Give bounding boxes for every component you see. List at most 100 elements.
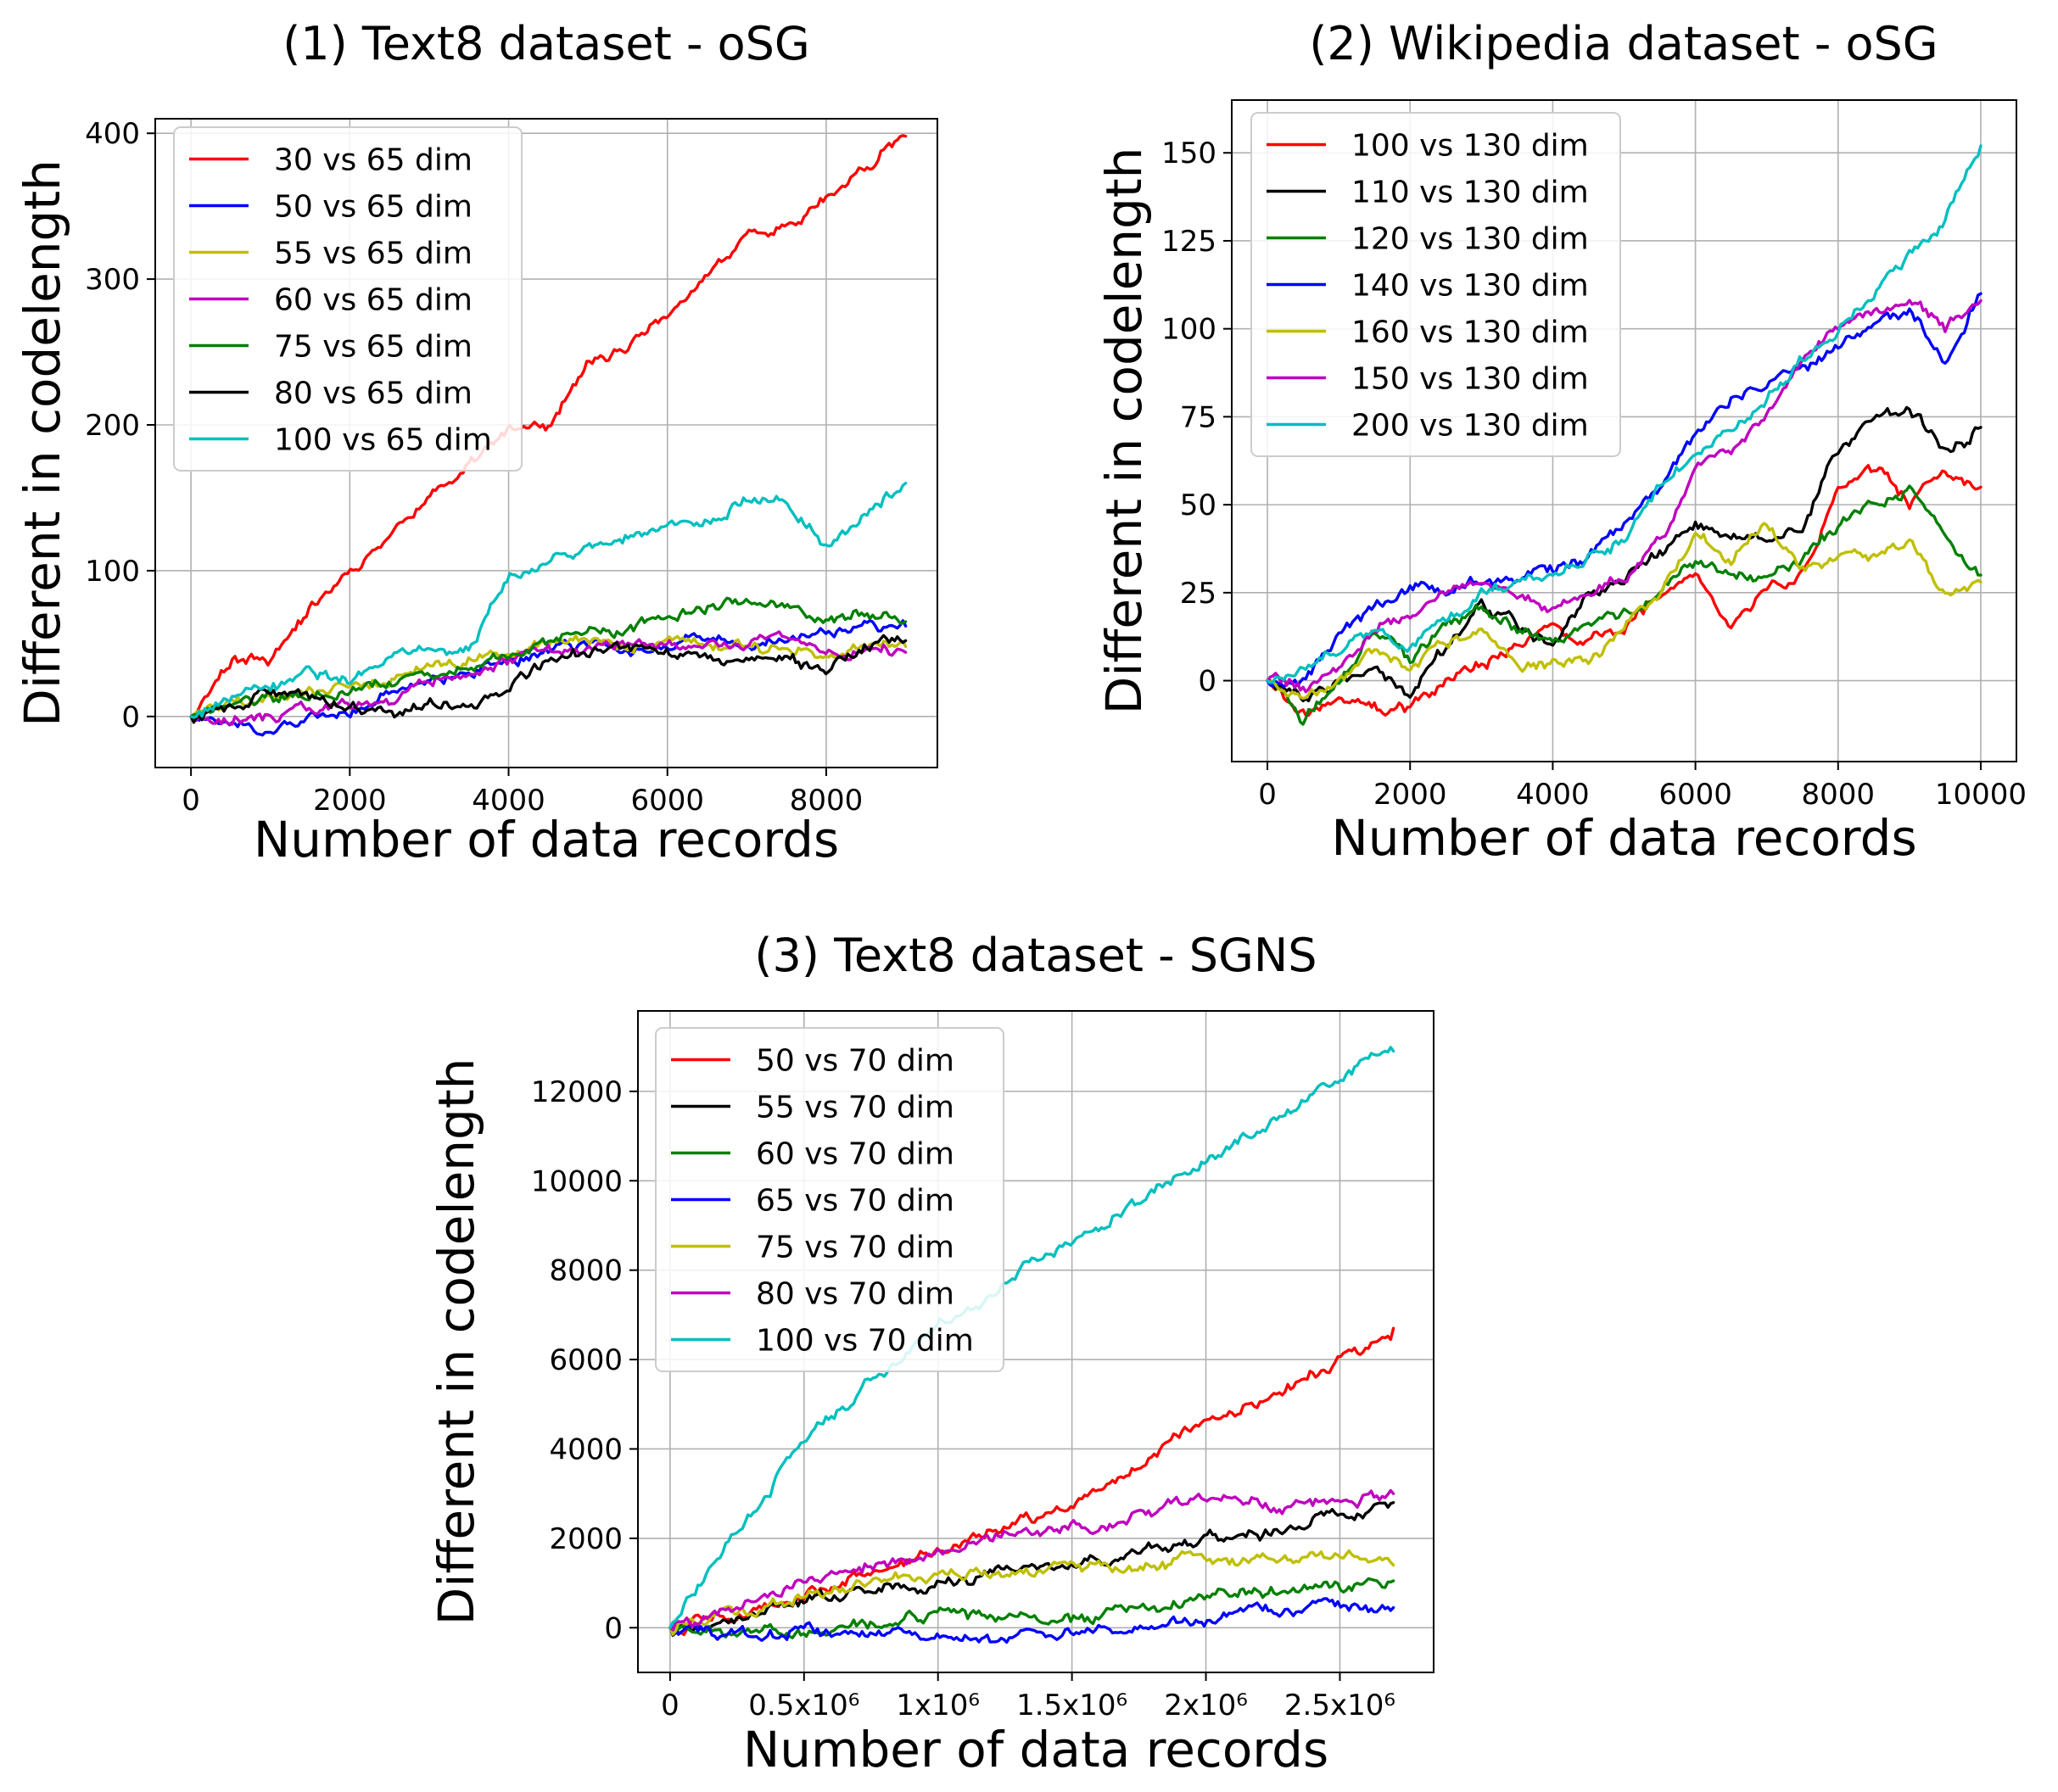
- series-line-110-vs-130-dim: [1266, 405, 1983, 703]
- y-tick-label: 0: [604, 1611, 623, 1645]
- x-tick-label: 0: [661, 1689, 679, 1722]
- legend-entry: 50 vs 65 dim: [274, 190, 473, 225]
- legend: 30 vs 65 dim 50 vs 65 dim 55 vs 65 dim 60 v…: [173, 126, 523, 472]
- y-tick-label: 200: [85, 409, 140, 443]
- series-line-75-vs-70-dim: [668, 1549, 1395, 1636]
- panel-2-wikipedia-osg: (2) Wikipedia dataset - oSG 0 2000 4000 6000…: [1095, 17, 2027, 867]
- legend-entry: 100 vs 65 dim: [274, 423, 492, 458]
- y-tick-label: 125: [1161, 225, 1216, 259]
- y-tick-label: 4000: [549, 1432, 623, 1466]
- series-line-120-vs-130-dim: [1266, 484, 1983, 726]
- legend: 100 vs 130 dim 110 vs 130 dim 120 vs 130 d…: [1250, 112, 1621, 457]
- chart-title: (3) Text8 dataset - SGNS: [754, 929, 1317, 982]
- series-line-60-vs-65-dim: [189, 630, 908, 726]
- series-line-50-vs-65-dim: [189, 618, 908, 737]
- series-line-160-vs-130-dim: [1266, 522, 1983, 701]
- y-tick-label: 8000: [549, 1254, 623, 1288]
- x-tick-label: 1.5x10⁶: [1016, 1689, 1127, 1722]
- x-tick-label: 4000: [1516, 778, 1590, 812]
- x-tick-label: 4000: [472, 784, 545, 818]
- legend-entry: 60 vs 65 dim: [274, 283, 473, 318]
- x-tick-label: 0.5x10⁶: [748, 1689, 859, 1722]
- x-tick-label: 6000: [1658, 778, 1732, 812]
- y-tick-label: 6000: [549, 1343, 623, 1377]
- series-group: [668, 1046, 1395, 1644]
- x-tick-label: 6000: [630, 784, 704, 818]
- series-line-100-vs-130-dim: [1266, 464, 1983, 717]
- x-tick-label: 2x10⁶: [1164, 1689, 1248, 1722]
- legend-entry: 80 vs 65 dim: [274, 377, 473, 411]
- x-tick-label: 8000: [1802, 778, 1876, 812]
- y-tick-label: 0: [1198, 665, 1216, 699]
- series-line-50-vs-70-dim: [668, 1326, 1395, 1637]
- x-tick-label: 0: [1258, 778, 1277, 812]
- series-line-75-vs-65-dim: [189, 596, 908, 718]
- y-tick-label: 100: [85, 555, 140, 589]
- legend-entry: 160 vs 130 dim: [1351, 315, 1589, 350]
- plot-frame: [154, 118, 938, 768]
- y-tick-label: 0: [121, 701, 140, 734]
- legend-entry: 120 vs 130 dim: [1351, 222, 1589, 257]
- y-tick-label: 150: [1161, 137, 1216, 170]
- x-tick-label: 8000: [790, 784, 864, 818]
- legend-entry: 65 vs 70 dim: [756, 1184, 954, 1219]
- plot-frame: [1231, 99, 2017, 762]
- x-tick-label: 2000: [313, 784, 387, 818]
- series-group: [189, 134, 908, 737]
- x-tick-label: 10000: [1935, 778, 2027, 812]
- series-group: [1266, 144, 1983, 726]
- x-tick-label: 1x10⁶: [896, 1689, 980, 1722]
- legend-entry: 30 vs 65 dim: [274, 143, 473, 178]
- legend-box: [173, 126, 523, 472]
- legend-box: [1250, 112, 1621, 457]
- series-line-150-vs-130-dim: [1266, 299, 1983, 694]
- legend-entry: 140 vs 130 dim: [1351, 269, 1589, 304]
- legend-entry: 75 vs 70 dim: [756, 1231, 954, 1265]
- series-line-60-vs-70-dim: [668, 1577, 1395, 1639]
- legend-box: [655, 1027, 1004, 1372]
- y-axis-label: Different in codelength: [14, 159, 71, 727]
- y-tick-label: 400: [85, 117, 140, 151]
- y-tick-label: 50: [1180, 488, 1216, 522]
- x-tick-label: 2000: [1373, 778, 1447, 812]
- y-axis-label: Different in codelength: [1095, 148, 1153, 715]
- series-line-100-vs-65-dim: [189, 482, 908, 719]
- y-tick-label: 25: [1180, 577, 1216, 611]
- legend-entry: 55 vs 65 dim: [274, 237, 473, 271]
- y-tick-label: 75: [1180, 400, 1216, 434]
- x-axis-label: Number of data records: [254, 811, 839, 868]
- y-tick-label: 10000: [531, 1164, 623, 1198]
- legend-entry: 200 vs 130 dim: [1351, 409, 1589, 444]
- legend-entry: 100 vs 70 dim: [756, 1324, 974, 1359]
- y-tick-label: 100: [1161, 313, 1216, 347]
- legend-entry: 75 vs 65 dim: [274, 330, 473, 365]
- legend-entry: 50 vs 70 dim: [756, 1044, 954, 1079]
- legend-entry: 80 vs 70 dim: [756, 1277, 954, 1312]
- y-tick-label: 2000: [549, 1522, 623, 1556]
- legend-entry: 60 vs 70 dim: [756, 1137, 954, 1172]
- series-line-30-vs-65-dim: [189, 134, 908, 718]
- y-tick-label: 12000: [531, 1075, 623, 1109]
- legend-entry: 100 vs 130 dim: [1351, 129, 1589, 164]
- series-line-80-vs-65-dim: [189, 634, 908, 724]
- series-line-140-vs-130-dim: [1266, 292, 1983, 689]
- panel-3-text8-sgns: (3) Text8 dataset - SGNS 0 0.5x10⁶ 1x10⁶ 1.5…: [428, 929, 1434, 1778]
- chart-title: (1) Text8 dataset - oSG: [282, 17, 810, 70]
- y-axis-label: Different in codelength: [428, 1058, 485, 1626]
- x-tick-label: 2.5x10⁶: [1284, 1689, 1395, 1722]
- legend: 50 vs 70 dim 55 vs 70 dim 60 vs 70 dim 65 v…: [655, 1027, 1004, 1372]
- y-tick-label: 300: [85, 263, 140, 297]
- series-line-200-vs-130-dim: [1266, 144, 1983, 684]
- chart-title: (2) Wikipedia dataset - oSG: [1309, 17, 1938, 70]
- series-line-80-vs-70-dim: [668, 1488, 1395, 1632]
- x-axis-label: Number of data records: [743, 1721, 1328, 1778]
- series-line-100-vs-70-dim: [668, 1046, 1395, 1630]
- legend-entry: 55 vs 70 dim: [756, 1091, 954, 1125]
- x-tick-label: 0: [182, 784, 200, 818]
- x-axis-label: Number of data records: [1331, 809, 1916, 867]
- legend-entry: 150 vs 130 dim: [1351, 362, 1589, 397]
- series-line-65-vs-70-dim: [668, 1597, 1395, 1644]
- plot-frame: [637, 1010, 1434, 1673]
